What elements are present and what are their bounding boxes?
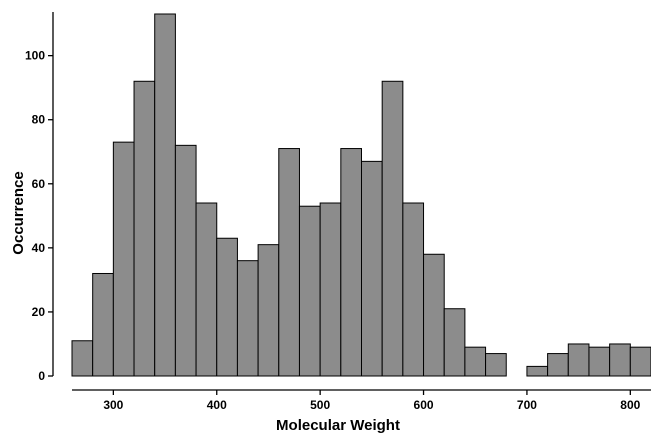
histogram-bar [112, 141, 135, 377]
x-tick-label: 300 [103, 398, 123, 412]
x-tick-label: 700 [517, 398, 537, 412]
histogram-bar [381, 80, 404, 377]
x-tick-label: 400 [207, 398, 227, 412]
bars-group [71, 13, 651, 377]
histogram-bar [402, 202, 425, 377]
histogram-bar [257, 244, 280, 377]
histogram-bar [319, 202, 342, 377]
histogram-bar [174, 144, 197, 377]
histogram-bar [609, 343, 631, 377]
histogram-bar [588, 346, 611, 377]
histogram-bar [133, 80, 156, 377]
y-tick-label: 0 [38, 369, 45, 383]
x-tick-label: 600 [414, 398, 434, 412]
histogram-bar [71, 340, 94, 377]
x-tick-label: 800 [620, 398, 640, 412]
x-ticks-group: 300 400 500 600 700 800 [103, 390, 641, 412]
y-tick-label: 80 [32, 113, 46, 127]
x-axis-title: Molecular Weight [276, 417, 400, 433]
histogram-bar [485, 353, 507, 377]
histogram-bar [236, 260, 259, 377]
histogram-bar [340, 148, 363, 377]
y-tick-label: 20 [32, 305, 46, 319]
y-tick-label: 40 [32, 241, 46, 255]
histogram-bar [526, 365, 549, 377]
y-axis-title: Occurrence [10, 171, 27, 254]
histogram-bar [443, 308, 466, 377]
histogram-bar [278, 148, 300, 377]
histogram-bar [298, 205, 321, 377]
histogram-bar [629, 346, 651, 377]
histogram-bar [464, 346, 487, 377]
histogram-bar [547, 353, 569, 377]
y-ticks-group: 0 20 40 60 80 100 [25, 49, 53, 383]
x-tick-label: 500 [310, 398, 330, 412]
histogram-bar [361, 160, 383, 377]
histogram-bar [567, 343, 590, 377]
y-tick-label: 60 [32, 177, 46, 191]
histogram-bar [216, 237, 238, 377]
histogram-bar [195, 202, 218, 377]
histogram-bar [423, 253, 445, 377]
histogram-bar [92, 272, 114, 377]
y-tick-label: 100 [25, 49, 45, 63]
histogram-bar [154, 13, 176, 377]
